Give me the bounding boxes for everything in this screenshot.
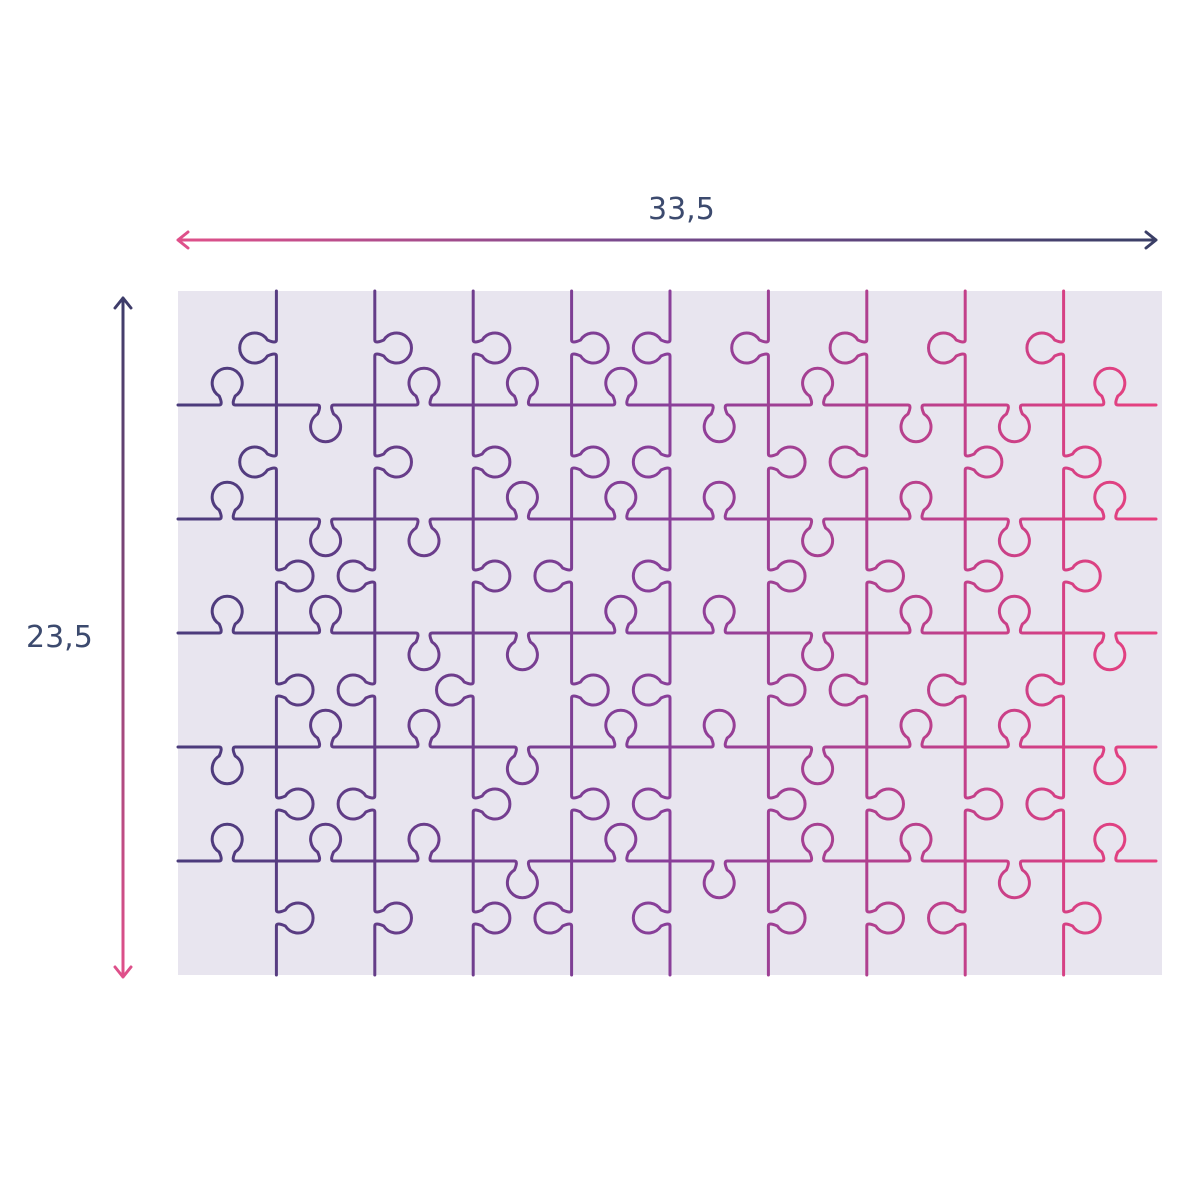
vertical-cut-line <box>1025 289 1102 977</box>
vertical-cut-line <box>927 289 1004 977</box>
vertical-cut-line <box>336 289 413 977</box>
vertical-cut-line <box>533 289 610 977</box>
puzzle-cut-lines <box>176 289 1158 977</box>
height-label: 23,5 <box>26 620 93 655</box>
vertical-cut-line <box>631 289 672 977</box>
vertical-cut-line <box>435 289 512 977</box>
height-dimension-arrow <box>113 296 133 979</box>
width-dimension-arrow <box>176 230 1158 250</box>
vertical-cut-line <box>238 289 315 977</box>
vertical-cut-line <box>730 289 807 977</box>
width-label: 33,5 <box>648 192 715 227</box>
vertical-cut-line <box>828 289 905 977</box>
